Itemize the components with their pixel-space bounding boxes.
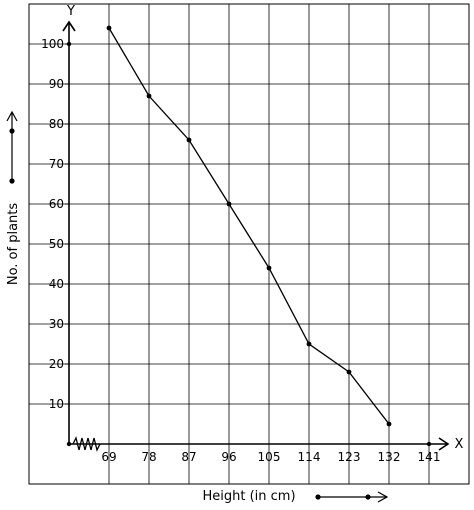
y-tick-labels: 10 20 30 40 50 60 70 80 90 100 — [41, 37, 72, 411]
x-tick-label: 78 — [141, 450, 156, 464]
x-tick-label: 87 — [181, 450, 196, 464]
data-point — [306, 341, 312, 347]
y-direction-arrow — [6, 110, 18, 184]
axes — [62, 20, 450, 452]
x-axis-label: Height (in cm) — [202, 489, 295, 504]
origin-point — [66, 441, 72, 447]
data-point — [106, 25, 112, 31]
series-line — [108, 27, 390, 425]
y-tick-label: 60 — [49, 197, 64, 211]
y-tick-label: 100 — [41, 37, 64, 51]
y-tick-label: 70 — [49, 157, 64, 171]
y-tick-label: 20 — [49, 357, 64, 371]
grid — [28, 3, 470, 485]
y-tick-label: 10 — [49, 397, 64, 411]
y-tick-label: 50 — [49, 237, 64, 251]
x-tick-label: 105 — [258, 450, 281, 464]
x-tick-label: 141 — [418, 450, 441, 464]
y-tick-label: 40 — [49, 277, 64, 291]
x-axis-arrowhead — [438, 437, 450, 451]
data-point — [146, 93, 152, 99]
data-point — [346, 369, 352, 375]
x-axis-point — [426, 441, 432, 447]
x-tick-label: 114 — [298, 450, 321, 464]
x-tick-labels: 69 78 87 96 105 114 123 132 141 — [101, 441, 441, 464]
y-tick-label: 30 — [49, 317, 64, 331]
x-axis-letter: X — [455, 437, 464, 452]
x-tick-label: 69 — [101, 450, 116, 464]
data-point — [186, 137, 192, 143]
x-direction-arrow — [315, 491, 389, 503]
data-point — [226, 201, 232, 207]
x-axis-break — [72, 436, 101, 452]
x-tick-label: 132 — [378, 450, 401, 464]
data-point — [386, 421, 392, 427]
data-point — [266, 265, 272, 271]
x-tick-label: 96 — [221, 450, 236, 464]
y-tick-label: 80 — [49, 117, 64, 131]
y-tick-label: 90 — [49, 77, 64, 91]
y-axis-arrowhead — [62, 20, 76, 32]
y-axis-label: No. of plants — [6, 203, 21, 286]
data-series — [106, 25, 392, 427]
x-tick-label: 123 — [338, 450, 361, 464]
y-axis-letter: Y — [66, 4, 75, 19]
y-axis-point — [66, 41, 72, 47]
